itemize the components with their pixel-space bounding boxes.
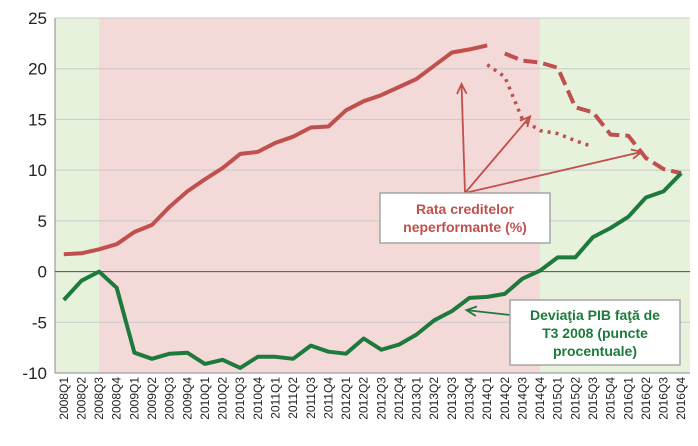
x-tick-label: 2016Q2 [639, 377, 653, 420]
x-tick-label: 2008Q2 [74, 377, 88, 420]
x-tick-label: 2011Q3 [304, 377, 318, 419]
annotation-arrowhead [519, 114, 532, 128]
x-tick-label: 2010Q3 [233, 377, 247, 420]
x-tick-label: 2015Q1 [551, 377, 565, 420]
x-tick-label: 2014Q3 [515, 377, 529, 420]
annotation-arrow [464, 115, 531, 194]
x-tick-label: 2013Q1 [410, 377, 424, 420]
x-tick-label: 2008Q4 [110, 377, 124, 420]
annotation-arrowhead [464, 305, 478, 317]
x-tick-label: 2008Q3 [92, 377, 106, 420]
y-axis: -10 -5 0 5 10 15 20 25 [22, 9, 56, 383]
annotation-label: Rata creditelor [416, 201, 515, 217]
annotation-arrow [466, 309, 511, 316]
y-tick-label: 10 [28, 161, 47, 180]
annotation-arrow [460, 83, 466, 194]
x-tick-label: 2016Q1 [621, 377, 635, 420]
x-tick-label: 2011Q2 [286, 377, 300, 419]
x-tick-label: 2009Q2 [145, 377, 159, 420]
series-line-4 [62, 171, 683, 370]
y-tick-label: -10 [22, 364, 47, 383]
series-line-1 [63, 43, 488, 257]
x-tick-label: 2010Q4 [251, 377, 265, 420]
x-axis: 2008Q1 2008Q2 2008Q3 2008Q4 2009Q1 2009Q2 2009… [55, 271, 690, 420]
x-tick-label: 2012Q2 [357, 377, 371, 420]
annotation-label: T3 2008 (puncte [542, 325, 648, 341]
x-tick-label: 2009Q4 [180, 377, 194, 420]
series-line-3 [486, 63, 594, 149]
annotation-label: neperformante (%) [403, 219, 527, 235]
x-tick-label: 2012Q3 [374, 377, 388, 420]
x-tick-label: 2012Q4 [392, 377, 406, 420]
x-tick-label: 2015Q2 [568, 377, 582, 420]
x-tick-label: 2011Q1 [268, 377, 282, 419]
x-tick-label: 2014Q2 [498, 377, 512, 420]
x-tick-label: 2011Q4 [321, 377, 335, 419]
x-tick-label: 2009Q3 [163, 377, 177, 420]
x-tick-label: 2015Q4 [604, 377, 618, 420]
shaded-region [55, 18, 100, 373]
annotation-arrowhead [630, 148, 644, 160]
y-tick-label: 20 [28, 60, 47, 79]
series-line-2 [504, 51, 682, 176]
annotation-box [509, 299, 681, 366]
x-tick-label: 2010Q2 [216, 377, 230, 420]
annotation-arrowhead [456, 81, 468, 95]
x-tick-label: 2016Q4 [674, 377, 688, 420]
annotation-box [379, 192, 551, 244]
x-tick-label: 2013Q2 [427, 377, 441, 420]
x-tick-label: 2014Q4 [533, 377, 547, 420]
series [62, 43, 683, 370]
y-tick-label: 25 [28, 9, 47, 28]
x-tick-label: 2016Q3 [657, 377, 671, 420]
x-tick-label: 2013Q3 [445, 377, 459, 420]
x-tick-label: 2015Q3 [586, 377, 600, 420]
y-tick-label: 15 [28, 110, 47, 129]
x-tick-label: 2008Q1 [57, 377, 71, 420]
annotation-arrow [464, 151, 642, 194]
x-tick-label: 2014Q1 [480, 377, 494, 420]
annotations: Rata creditelor neperformante (%) Deviaţia… [379, 81, 681, 366]
y-tick-label: 5 [38, 212, 47, 231]
x-tick-label: 2012Q1 [339, 377, 353, 420]
annotation-label: Deviaţia PIB faţă de [530, 307, 660, 323]
x-tick-label: 2009Q1 [127, 377, 141, 420]
y-tick-label: 0 [38, 263, 47, 282]
annotation-label: procentuale) [553, 343, 637, 359]
x-tick-label: 2013Q4 [463, 377, 477, 420]
y-tick-label: -5 [32, 313, 47, 332]
x-tick-label: 2010Q1 [198, 377, 212, 420]
